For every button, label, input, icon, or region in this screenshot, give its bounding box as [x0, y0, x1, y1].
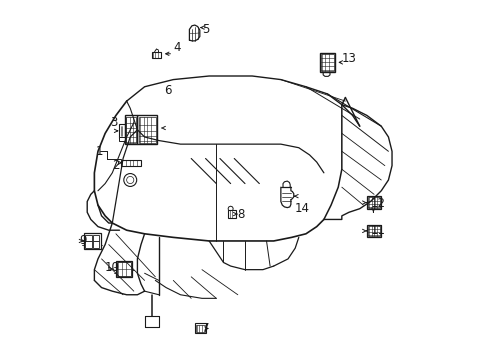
- Text: 1: 1: [96, 145, 103, 158]
- Text: 13: 13: [342, 51, 356, 64]
- Bar: [122, 160, 141, 166]
- Bar: [126, 117, 136, 143]
- Text: 5: 5: [202, 23, 209, 36]
- Bar: [368, 197, 380, 208]
- Bar: [119, 137, 125, 140]
- Bar: [93, 234, 99, 241]
- Bar: [137, 116, 157, 144]
- Text: 2: 2: [112, 159, 120, 172]
- Text: 9: 9: [79, 234, 86, 247]
- Bar: [320, 53, 335, 72]
- Text: 12: 12: [370, 197, 385, 210]
- Bar: [228, 211, 236, 218]
- Bar: [368, 226, 380, 236]
- Bar: [117, 262, 131, 276]
- Text: 14: 14: [295, 202, 310, 215]
- Bar: [125, 116, 137, 144]
- Bar: [367, 196, 381, 210]
- Text: 4: 4: [173, 41, 181, 54]
- Bar: [119, 124, 125, 138]
- Bar: [196, 324, 205, 332]
- Text: 3: 3: [110, 116, 118, 129]
- Text: 6: 6: [164, 84, 171, 97]
- Bar: [152, 51, 161, 58]
- Bar: [321, 54, 334, 71]
- Text: 7: 7: [202, 322, 209, 335]
- Bar: [367, 225, 381, 237]
- Bar: [84, 233, 101, 249]
- Bar: [93, 241, 99, 248]
- Bar: [85, 241, 92, 248]
- Bar: [85, 234, 92, 241]
- Bar: [139, 117, 156, 143]
- Bar: [116, 261, 132, 277]
- Bar: [195, 323, 206, 333]
- Text: 11: 11: [370, 224, 385, 237]
- Text: 8: 8: [238, 208, 245, 221]
- Text: 10: 10: [105, 261, 120, 274]
